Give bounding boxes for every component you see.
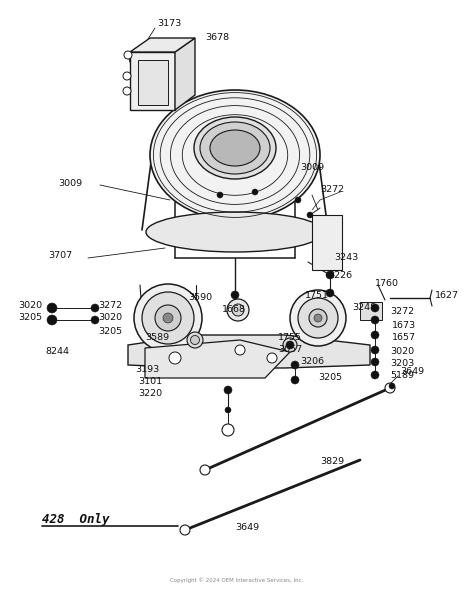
Circle shape <box>123 87 131 95</box>
Circle shape <box>389 383 395 389</box>
Text: 3589: 3589 <box>145 333 169 343</box>
Ellipse shape <box>298 298 338 338</box>
Text: 3020: 3020 <box>390 348 414 356</box>
Ellipse shape <box>194 117 276 179</box>
Text: 3707: 3707 <box>48 252 72 260</box>
Circle shape <box>371 371 379 379</box>
Circle shape <box>295 197 301 203</box>
Circle shape <box>371 331 379 339</box>
Text: 3057: 3057 <box>278 346 302 355</box>
Bar <box>312 215 342 270</box>
Text: 3205: 3205 <box>318 374 342 382</box>
Text: 3678: 3678 <box>205 34 229 43</box>
Polygon shape <box>128 335 370 368</box>
Text: 5189: 5189 <box>390 371 414 379</box>
Circle shape <box>217 192 223 198</box>
Text: 428  Only: 428 Only <box>42 513 109 526</box>
Circle shape <box>326 289 334 297</box>
Ellipse shape <box>142 292 194 344</box>
Text: 3243: 3243 <box>334 253 358 262</box>
Ellipse shape <box>146 212 324 252</box>
Circle shape <box>286 341 294 349</box>
Circle shape <box>307 212 313 218</box>
Circle shape <box>180 525 190 535</box>
Circle shape <box>124 51 132 59</box>
Circle shape <box>225 407 231 413</box>
Circle shape <box>371 304 379 312</box>
Polygon shape <box>130 52 175 110</box>
Text: 3193: 3193 <box>135 365 159 375</box>
Ellipse shape <box>290 290 346 346</box>
Circle shape <box>91 316 99 324</box>
Ellipse shape <box>200 122 270 174</box>
Text: 3020: 3020 <box>18 301 42 310</box>
Text: 3226: 3226 <box>328 271 352 279</box>
Circle shape <box>200 465 210 475</box>
Circle shape <box>47 315 57 325</box>
Circle shape <box>291 361 299 369</box>
Text: 3829: 3829 <box>320 458 344 466</box>
Circle shape <box>47 303 57 313</box>
Circle shape <box>371 316 379 324</box>
Text: 3272: 3272 <box>390 307 414 317</box>
Text: 8244: 8244 <box>45 348 69 356</box>
Circle shape <box>291 376 299 384</box>
Circle shape <box>314 314 322 322</box>
Ellipse shape <box>150 90 320 220</box>
Text: 3649: 3649 <box>235 523 259 532</box>
Text: 3205: 3205 <box>98 327 122 336</box>
Ellipse shape <box>283 338 297 352</box>
Circle shape <box>267 353 277 363</box>
Ellipse shape <box>191 336 200 345</box>
Circle shape <box>224 386 232 394</box>
Text: 3220: 3220 <box>138 388 162 397</box>
Text: Copyright © 2024 OEM Interactive Services, Inc.: Copyright © 2024 OEM Interactive Service… <box>170 577 304 583</box>
Polygon shape <box>145 340 290 378</box>
Text: 3203: 3203 <box>390 359 414 368</box>
Text: 3009: 3009 <box>58 179 82 188</box>
Circle shape <box>163 313 173 323</box>
Ellipse shape <box>227 299 249 321</box>
Circle shape <box>371 358 379 366</box>
Text: 1627: 1627 <box>435 291 459 301</box>
Text: 3590: 3590 <box>188 294 212 303</box>
Polygon shape <box>138 60 168 105</box>
Circle shape <box>169 352 181 364</box>
Text: 3205: 3205 <box>18 314 42 323</box>
Text: 3020: 3020 <box>98 314 122 323</box>
Text: 3272: 3272 <box>98 301 122 310</box>
Text: 3206: 3206 <box>300 358 324 366</box>
Bar <box>360 302 382 320</box>
Text: 3248: 3248 <box>352 304 376 313</box>
Text: 1668: 1668 <box>222 305 246 314</box>
Circle shape <box>231 291 239 299</box>
Ellipse shape <box>134 284 202 352</box>
Polygon shape <box>175 38 195 110</box>
Text: 1755: 1755 <box>278 333 302 343</box>
Text: 3272: 3272 <box>320 185 344 195</box>
Ellipse shape <box>232 304 244 316</box>
Ellipse shape <box>309 309 327 327</box>
Circle shape <box>91 304 99 312</box>
Circle shape <box>235 345 245 355</box>
Polygon shape <box>130 38 195 52</box>
Text: 3173: 3173 <box>157 20 181 28</box>
Text: 3009: 3009 <box>300 163 324 172</box>
Text: 1751: 1751 <box>305 291 329 301</box>
Circle shape <box>371 346 379 354</box>
Ellipse shape <box>155 305 181 331</box>
Text: 1673: 1673 <box>392 321 416 330</box>
Circle shape <box>385 383 395 393</box>
Circle shape <box>222 424 234 436</box>
Text: 1760: 1760 <box>375 279 399 288</box>
Circle shape <box>326 271 334 279</box>
Text: 1657: 1657 <box>392 333 416 343</box>
Ellipse shape <box>210 130 260 166</box>
Text: 3649: 3649 <box>400 368 424 377</box>
Circle shape <box>123 72 131 80</box>
Text: 3101: 3101 <box>138 378 162 387</box>
Ellipse shape <box>187 332 203 348</box>
Circle shape <box>252 189 258 195</box>
